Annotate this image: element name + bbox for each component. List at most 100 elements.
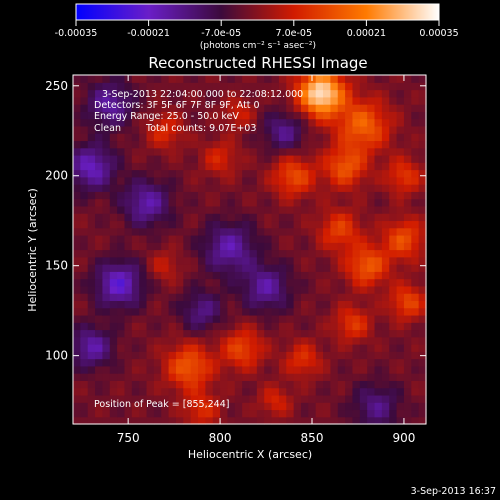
heatmap-cell — [345, 111, 354, 120]
heatmap-cell — [278, 82, 287, 91]
heatmap-cell — [249, 234, 258, 243]
heatmap-cell — [403, 133, 412, 142]
heatmap-cell — [212, 307, 221, 316]
heatmap-cell — [315, 336, 324, 345]
heatmap-cell — [359, 358, 368, 367]
heatmap-cell — [367, 227, 376, 236]
heatmap-cell — [95, 402, 104, 411]
heatmap-cell — [323, 293, 331, 301]
heatmap-cell — [381, 234, 390, 243]
heatmap-cell — [381, 82, 390, 91]
heatmap-cell — [227, 133, 236, 142]
heatmap-cell — [359, 278, 368, 287]
heatmap-cell — [131, 409, 140, 418]
heatmap-cell — [330, 416, 339, 425]
heatmap-cell — [161, 198, 170, 207]
heatmap-cell — [359, 227, 368, 236]
heatmap-cell — [300, 380, 309, 389]
heatmap-cell — [315, 402, 324, 411]
heatmap-cell — [102, 249, 111, 258]
heatmap-cell — [381, 133, 390, 142]
heatmap-cell — [80, 256, 89, 265]
heatmap-cell — [175, 344, 184, 352]
heatmap-cell — [198, 89, 206, 98]
heatmap-cell — [183, 285, 192, 294]
heatmap-cell — [411, 198, 420, 207]
heatmap-cell — [205, 213, 214, 222]
heatmap-cell — [212, 191, 221, 200]
heatmap-cell — [256, 402, 265, 411]
heatmap-cell — [300, 365, 309, 374]
heatmap-cell — [131, 111, 140, 120]
heatmap-cell — [190, 271, 199, 280]
heatmap-cell — [73, 256, 81, 265]
heatmap-cell — [146, 307, 155, 316]
heatmap-cell — [146, 111, 155, 120]
heatmap-cell — [139, 111, 148, 120]
heatmap-cell — [256, 118, 265, 127]
heatmap-cell — [234, 184, 243, 192]
heatmap-cell — [337, 213, 346, 222]
heatmap-cell — [278, 133, 287, 142]
heatmap-cell — [315, 184, 324, 192]
heatmap-cell — [374, 394, 383, 403]
heatmap-cell — [286, 205, 295, 214]
heatmap-cell — [300, 293, 309, 301]
heatmap-cell — [242, 220, 251, 229]
heatmap-cell — [109, 358, 118, 367]
heatmap-cell — [220, 147, 229, 156]
heatmap-cell — [396, 154, 405, 163]
heatmap-cell — [124, 118, 133, 127]
colorbar-frame — [75, 3, 440, 21]
heatmap-cell — [131, 89, 140, 98]
heatmap-cell — [242, 227, 251, 236]
heatmap-cell — [396, 394, 405, 403]
heatmap-cell — [80, 394, 89, 403]
heatmap-cell — [183, 75, 192, 83]
heatmap-cell — [323, 111, 331, 120]
heatmap-cell — [256, 133, 265, 142]
heatmap-cell — [411, 380, 420, 389]
heatmap-cell — [256, 242, 265, 251]
heatmap-cell — [308, 111, 317, 120]
heatmap-cell — [300, 344, 309, 352]
heatmap-cell — [168, 205, 177, 214]
heatmap-cell — [352, 365, 361, 374]
heatmap-cell — [205, 358, 214, 367]
heatmap-cell — [80, 205, 89, 214]
heatmap-cell — [234, 242, 243, 251]
heatmap-cell — [183, 213, 192, 222]
heatmap-cell — [87, 75, 96, 83]
heatmap-cell — [124, 176, 133, 185]
heatmap-cell — [175, 220, 184, 229]
heatmap-cell — [153, 111, 162, 120]
heatmap-cell — [146, 147, 155, 156]
heatmap-cell — [87, 213, 96, 222]
heatmap-cell — [337, 373, 346, 381]
heatmap-cell — [337, 307, 346, 316]
heatmap-cell — [95, 89, 104, 98]
heatmap-cell — [220, 329, 229, 338]
heatmap-cell — [403, 227, 412, 236]
heatmap-cell — [124, 329, 133, 338]
heatmap-cell — [300, 285, 309, 294]
heatmap-cell — [278, 234, 287, 243]
heatmap-cell — [183, 162, 192, 171]
heatmap-cell — [403, 416, 412, 425]
heatmap-cell — [249, 358, 258, 367]
heatmap-cell — [300, 140, 309, 149]
heatmap-cell — [139, 140, 148, 149]
heatmap-cell — [293, 140, 302, 149]
heatmap-cell — [153, 402, 162, 411]
heatmap-cell — [95, 358, 104, 367]
heatmap-cell — [175, 205, 184, 214]
heatmap-cell — [271, 184, 280, 192]
heatmap-cell — [212, 329, 221, 338]
heatmap-cell — [80, 322, 89, 331]
heatmap-cell — [359, 96, 368, 105]
heatmap-cell — [102, 184, 111, 192]
heatmap-cell — [102, 82, 111, 91]
heatmap-cell — [300, 96, 309, 105]
heatmap-cell — [220, 256, 229, 265]
plot-frame — [72, 74, 427, 425]
